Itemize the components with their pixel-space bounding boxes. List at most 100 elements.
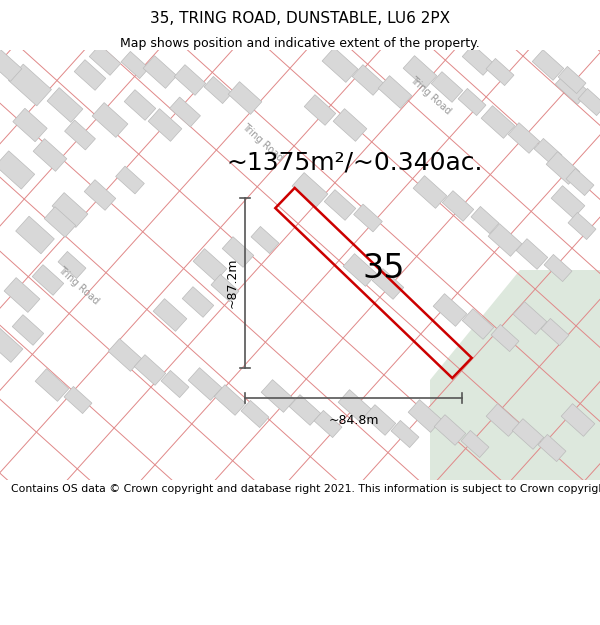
Polygon shape <box>461 431 489 457</box>
Text: Tring Road: Tring Road <box>407 74 452 116</box>
Polygon shape <box>352 64 384 96</box>
Text: Contains OS data © Crown copyright and database right 2021. This information is : Contains OS data © Crown copyright and d… <box>11 484 600 494</box>
Polygon shape <box>513 302 547 334</box>
Polygon shape <box>512 419 544 449</box>
Polygon shape <box>413 176 447 208</box>
Polygon shape <box>364 404 396 436</box>
Polygon shape <box>353 204 382 232</box>
Polygon shape <box>74 59 106 91</box>
Polygon shape <box>324 189 356 221</box>
Polygon shape <box>52 192 88 228</box>
Polygon shape <box>433 294 467 326</box>
Polygon shape <box>108 339 142 371</box>
Polygon shape <box>116 166 145 194</box>
Polygon shape <box>378 76 412 108</box>
Polygon shape <box>338 389 372 422</box>
Polygon shape <box>578 88 600 116</box>
Polygon shape <box>47 88 83 122</box>
Text: Map shows position and indicative extent of the property.: Map shows position and indicative extent… <box>120 38 480 51</box>
Polygon shape <box>261 379 295 412</box>
Polygon shape <box>544 254 572 282</box>
Polygon shape <box>92 102 128 138</box>
Polygon shape <box>471 206 499 234</box>
Polygon shape <box>33 139 67 171</box>
Polygon shape <box>391 421 419 447</box>
Polygon shape <box>241 401 269 428</box>
Polygon shape <box>222 237 254 268</box>
Polygon shape <box>12 314 44 346</box>
Polygon shape <box>84 179 116 211</box>
Polygon shape <box>292 173 328 208</box>
Polygon shape <box>134 354 166 386</box>
Polygon shape <box>408 399 442 432</box>
Polygon shape <box>0 151 35 189</box>
Polygon shape <box>462 309 494 339</box>
Polygon shape <box>486 404 520 436</box>
Polygon shape <box>8 64 52 106</box>
Polygon shape <box>343 254 377 286</box>
Polygon shape <box>538 434 566 462</box>
Polygon shape <box>182 287 214 318</box>
Polygon shape <box>372 269 404 299</box>
Polygon shape <box>89 44 121 76</box>
Polygon shape <box>170 97 200 127</box>
Polygon shape <box>508 122 540 153</box>
Polygon shape <box>434 414 466 446</box>
Polygon shape <box>551 186 585 218</box>
Text: Tring Road: Tring Road <box>56 264 100 306</box>
Polygon shape <box>516 239 548 269</box>
Polygon shape <box>211 274 239 302</box>
Polygon shape <box>532 49 564 81</box>
Polygon shape <box>333 109 367 141</box>
Text: 35, TRING ROAD, DUNSTABLE, LU6 2PX: 35, TRING ROAD, DUNSTABLE, LU6 2PX <box>150 11 450 26</box>
Polygon shape <box>289 394 321 426</box>
Polygon shape <box>143 56 177 88</box>
Polygon shape <box>431 72 463 102</box>
Text: ~1375m²/~0.340ac.: ~1375m²/~0.340ac. <box>227 150 483 174</box>
Polygon shape <box>568 213 596 239</box>
Text: Tring Road: Tring Road <box>239 121 284 163</box>
Polygon shape <box>64 386 92 414</box>
Polygon shape <box>121 51 149 79</box>
Polygon shape <box>488 224 522 256</box>
Polygon shape <box>148 109 182 141</box>
Polygon shape <box>458 88 486 116</box>
Polygon shape <box>558 66 586 94</box>
Polygon shape <box>462 44 494 76</box>
Polygon shape <box>204 76 232 104</box>
Polygon shape <box>188 368 222 401</box>
Polygon shape <box>534 138 562 166</box>
Polygon shape <box>304 94 336 126</box>
Polygon shape <box>314 411 342 437</box>
Polygon shape <box>13 108 47 142</box>
Polygon shape <box>228 82 262 114</box>
Polygon shape <box>541 318 569 346</box>
Polygon shape <box>561 404 595 436</box>
Polygon shape <box>486 58 514 86</box>
Polygon shape <box>58 251 86 279</box>
Polygon shape <box>35 369 69 401</box>
Polygon shape <box>0 328 23 362</box>
Polygon shape <box>214 384 246 416</box>
Polygon shape <box>65 120 95 150</box>
Text: 35: 35 <box>362 251 405 284</box>
Polygon shape <box>174 64 206 96</box>
Polygon shape <box>0 49 22 81</box>
Polygon shape <box>4 278 40 312</box>
Polygon shape <box>481 106 515 138</box>
Polygon shape <box>124 89 156 121</box>
Polygon shape <box>251 226 279 254</box>
Polygon shape <box>403 56 437 88</box>
Polygon shape <box>430 270 600 480</box>
Polygon shape <box>546 152 580 184</box>
Polygon shape <box>32 264 64 296</box>
Polygon shape <box>153 299 187 331</box>
Text: ~84.8m: ~84.8m <box>328 414 379 427</box>
Polygon shape <box>491 324 519 352</box>
Polygon shape <box>322 48 358 82</box>
Text: ~87.2m: ~87.2m <box>226 258 239 308</box>
Polygon shape <box>193 249 227 281</box>
Polygon shape <box>44 207 76 238</box>
Polygon shape <box>442 191 474 221</box>
Polygon shape <box>16 216 55 254</box>
